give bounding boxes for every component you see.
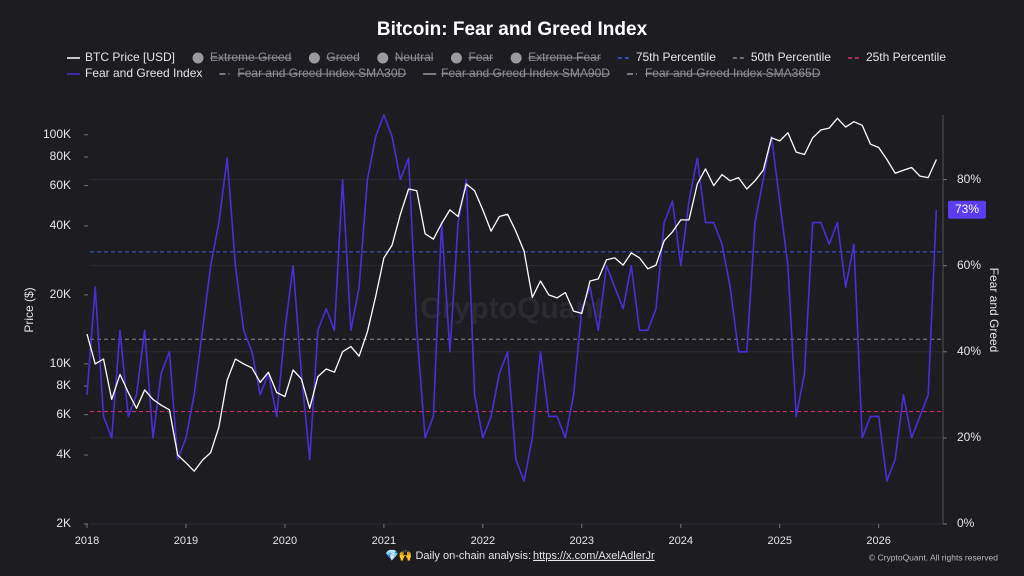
y-axis-label: Price ($): [22, 287, 36, 332]
x-tick-label: 2021: [372, 535, 396, 547]
legend-marker: [377, 52, 389, 64]
x-tick-label: 2022: [471, 535, 495, 547]
x-tick-label: 2023: [570, 535, 594, 547]
y2-tick-label: 80%: [957, 172, 981, 186]
x-tick-label: 2018: [75, 535, 99, 547]
legend-item[interactable]: 25th Percentile: [847, 50, 946, 64]
y2-axis-label: Fear and Greed: [987, 268, 1001, 353]
y2-tick-label: 60%: [957, 258, 981, 272]
footer: 💎🙌 Daily on-chain analysis:: [385, 549, 531, 562]
y-tick-label: 8K: [56, 378, 71, 392]
legend-item[interactable]: Fear and Greed Index SMA365D: [626, 66, 821, 80]
legend-label: Neutral: [395, 50, 434, 64]
current-value-badge: [948, 200, 986, 219]
y-tick-label: 6K: [56, 407, 71, 421]
legend-marker: [192, 52, 204, 64]
legend-label: Fear and Greed Index: [85, 66, 202, 80]
x-tick-label: 2020: [273, 535, 297, 547]
legend-item[interactable]: 75th Percentile: [617, 50, 716, 64]
x-tick-label: 2024: [669, 535, 693, 547]
y-tick-label: 2K: [56, 516, 71, 530]
y-tick-label: 100K: [43, 127, 71, 141]
legend-label: 25th Percentile: [866, 50, 946, 64]
series-line: [86, 117, 937, 472]
legend-item[interactable]: Fear and Greed Index SMA30D: [219, 66, 406, 80]
legend-item[interactable]: Extreme Greed: [192, 50, 292, 64]
legend-item[interactable]: Fear and Greed Index SMA90D: [423, 66, 610, 80]
legend-label: Greed: [326, 50, 359, 64]
legend-label: Fear and Greed Index SMA365D: [645, 66, 821, 80]
y-tick-label: 40K: [50, 218, 71, 232]
y2-tick-label: 20%: [957, 430, 981, 444]
legend-label: Extreme Greed: [210, 50, 291, 64]
legend-label: 75th Percentile: [636, 50, 716, 64]
legend-marker: [308, 52, 320, 64]
legend-marker: [510, 52, 522, 64]
y-tick-label: 10K: [50, 356, 71, 370]
copyright: © CryptoQuant. All rights reserved: [869, 552, 998, 562]
legend-item[interactable]: Fear and Greed Index: [67, 66, 202, 80]
legend-item[interactable]: 50th Percentile: [732, 50, 831, 64]
y-tick-label: 80K: [50, 149, 71, 163]
footer-link[interactable]: https://x.com/AxelAdlerJr: [533, 550, 655, 562]
chart-title: Bitcoin: Fear and Greed Index: [377, 19, 648, 40]
legend-item[interactable]: BTC Price [USD]: [67, 50, 175, 64]
legend-label: Fear and Greed Index SMA30D: [237, 66, 406, 80]
y-tick-label: 20K: [50, 287, 71, 301]
x-tick-label: 2025: [767, 535, 791, 547]
y2-tick-label: 40%: [957, 344, 981, 358]
legend-label: Fear and Greed Index SMA90D: [441, 66, 610, 80]
legend-marker: [450, 52, 462, 64]
y-tick-label: 60K: [50, 178, 71, 192]
legend-label: Extreme Fear: [528, 50, 601, 64]
legend-item[interactable]: Neutral: [377, 50, 434, 64]
x-tick-label: 2019: [174, 535, 198, 547]
legend-item[interactable]: Greed: [308, 50, 360, 64]
y2-tick-label: 0%: [957, 516, 975, 530]
x-tick-label: 2026: [866, 535, 890, 547]
legend-item[interactable]: Extreme Fear: [510, 50, 601, 64]
y-tick-label: 4K: [56, 447, 71, 461]
current-value-label: 73%: [955, 202, 979, 216]
legend-label: 50th Percentile: [751, 50, 831, 64]
legend-label: Fear: [468, 50, 493, 64]
legend-label: BTC Price [USD]: [85, 50, 175, 64]
legend-item[interactable]: Fear: [450, 50, 494, 64]
series-line: [86, 114, 938, 482]
